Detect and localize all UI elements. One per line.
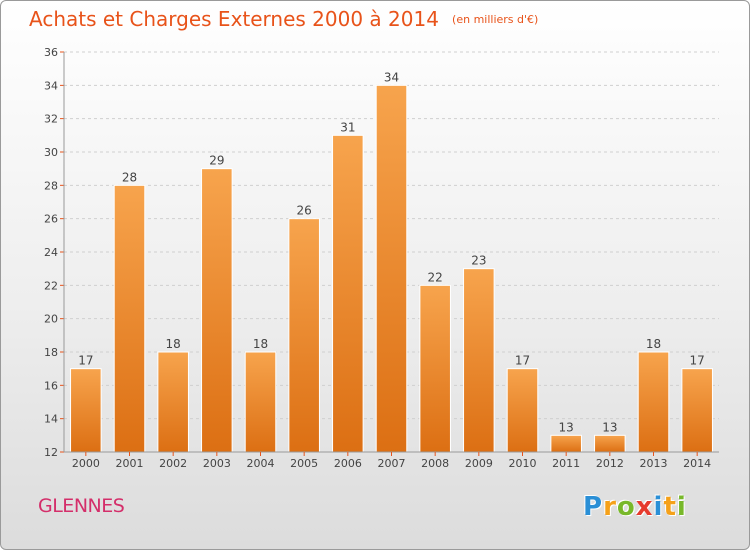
x-tick-label: 2004: [247, 457, 275, 470]
bar: [506, 368, 539, 453]
logo-letter: x: [635, 492, 654, 522]
y-tick-label: 36: [44, 46, 58, 59]
bar: [70, 368, 102, 453]
bar: [113, 184, 146, 453]
data-label: 29: [209, 154, 224, 168]
data-label: 23: [471, 254, 486, 268]
y-tick-label: 34: [44, 79, 58, 92]
y-tick-label: 26: [44, 213, 58, 226]
data-label: 17: [690, 354, 705, 368]
chart-subtitle: (en milliers d'€): [452, 13, 539, 26]
bar: [637, 351, 670, 453]
y-tick-label: 20: [44, 313, 58, 326]
bar: [463, 268, 495, 453]
bar: [419, 284, 451, 453]
data-label: 17: [515, 354, 530, 368]
bar: [594, 434, 626, 453]
place-name: GLENNES: [38, 495, 125, 517]
y-tick-label: 14: [44, 413, 58, 426]
bar: [244, 351, 277, 453]
data-label: 31: [340, 120, 355, 134]
axis-layer: 12 14 16 18 20 22 24 26 28 30 32 34 36 2000 2001 2002 20…: [44, 46, 719, 470]
title-row: Achats et Charges Externes 2000 à 2014 (…: [29, 7, 538, 31]
data-label: 18: [166, 337, 181, 351]
data-label: 22: [428, 270, 443, 284]
logo-letter: o: [616, 492, 636, 522]
logo-letter: i: [676, 492, 687, 522]
y-tick-label: 22: [44, 279, 58, 292]
proxiti-logo: Proxiti: [583, 492, 687, 522]
data-label: 13: [602, 420, 617, 434]
y-tick-label: 16: [44, 379, 58, 392]
data-label: 26: [297, 204, 312, 218]
chart-title: Achats et Charges Externes 2000 à 2014: [29, 7, 439, 31]
x-tick-label: 2001: [116, 457, 144, 470]
x-tick-label: 2012: [596, 457, 624, 470]
y-tick-label: 32: [44, 113, 58, 126]
bar-layer: 17 28 18 29 18 26 31 34 22 23 17 13 13 18 17: [70, 70, 713, 453]
data-label: 17: [78, 354, 93, 368]
x-tick-label: 2009: [465, 457, 493, 470]
x-tick-label: 2007: [378, 457, 406, 470]
y-tick-label: 28: [44, 179, 58, 192]
y-tick-label: 24: [44, 246, 58, 259]
x-tick-label: 2000: [72, 457, 100, 470]
bar: [157, 351, 189, 453]
x-tick-label: 2008: [421, 457, 449, 470]
y-tick-label: 30: [44, 146, 58, 159]
data-label: 28: [122, 170, 137, 184]
data-label: 34: [384, 70, 399, 84]
data-label: 18: [646, 337, 661, 351]
logo-letter: t: [663, 492, 677, 522]
logo-letter: P: [583, 492, 604, 522]
logo-letter: i: [653, 492, 664, 522]
bar: [332, 134, 364, 453]
bar: [288, 218, 320, 453]
x-tick-label: 2005: [290, 457, 318, 470]
y-tick-label: 12: [44, 446, 58, 459]
bar: [201, 168, 233, 453]
logo-letter: r: [603, 492, 617, 522]
bar: [550, 434, 582, 453]
x-tick-label: 2014: [683, 457, 711, 470]
bar: [375, 84, 408, 453]
data-label: 18: [253, 337, 268, 351]
data-label: 13: [559, 420, 574, 434]
x-tick-label: 2002: [159, 457, 187, 470]
x-tick-label: 2006: [334, 457, 362, 470]
y-tick-label: 18: [44, 346, 58, 359]
x-tick-label: 2010: [509, 457, 537, 470]
x-tick-label: 2013: [640, 457, 668, 470]
bar: [681, 368, 713, 453]
x-tick-label: 2003: [203, 457, 231, 470]
x-tick-label: 2011: [552, 457, 580, 470]
